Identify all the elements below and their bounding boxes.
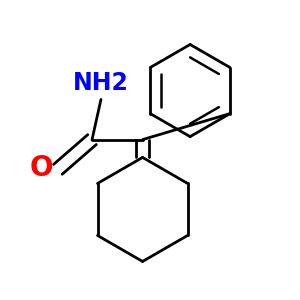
- Text: O: O: [30, 154, 53, 182]
- Text: NH2: NH2: [73, 71, 129, 95]
